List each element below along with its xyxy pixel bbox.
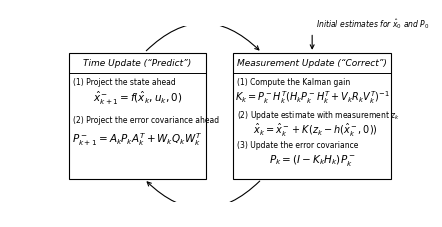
Text: $P_k = (I - K_k H_k) P^-_k$: $P_k = (I - K_k H_k) P^-_k$ <box>269 153 355 168</box>
Text: (3) Update the error covariance: (3) Update the error covariance <box>237 141 359 150</box>
Text: (2) Project the error covariance ahead: (2) Project the error covariance ahead <box>73 115 219 124</box>
Text: $\hat{x}_k = \hat{x}^-_k + K(z_k - h(\hat{x}^-_k, 0))$: $\hat{x}_k = \hat{x}^-_k + K(z_k - h(\ha… <box>253 121 378 138</box>
Text: $K_k = P^-_k H_k^T(H_k P^-_k H_k^T + V_k R_k V_k^T)^{-1}$: $K_k = P^-_k H_k^T(H_k P^-_k H_k^T + V_k… <box>235 89 389 106</box>
Text: Time Update (“Predict”): Time Update (“Predict”) <box>84 59 191 68</box>
FancyBboxPatch shape <box>233 53 391 179</box>
FancyBboxPatch shape <box>69 53 206 179</box>
Text: Measurement Update (“Correct”): Measurement Update (“Correct”) <box>237 59 387 68</box>
Text: $\hat{x}^-_{k+1} = f(\hat{x}_k, u_k, 0)$: $\hat{x}^-_{k+1} = f(\hat{x}_k, u_k, 0)$ <box>93 89 182 107</box>
FancyArrowPatch shape <box>146 24 259 52</box>
Text: (1) Compute the Kalman gain: (1) Compute the Kalman gain <box>237 78 351 87</box>
Text: Initial estimates for $\hat{x}_0$ and $P_0$: Initial estimates for $\hat{x}_0$ and $P… <box>316 17 429 31</box>
Text: (2) Update estimate with measurement $z_k$: (2) Update estimate with measurement $z_… <box>237 108 400 121</box>
Text: (1) Project the state ahead: (1) Project the state ahead <box>73 78 176 87</box>
FancyArrowPatch shape <box>147 181 260 209</box>
Text: $P^-_{k+1} = A_k P_k A_k^T + W_k Q_k W_k^T$: $P^-_{k+1} = A_k P_k A_k^T + W_k Q_k W_k… <box>72 131 202 148</box>
